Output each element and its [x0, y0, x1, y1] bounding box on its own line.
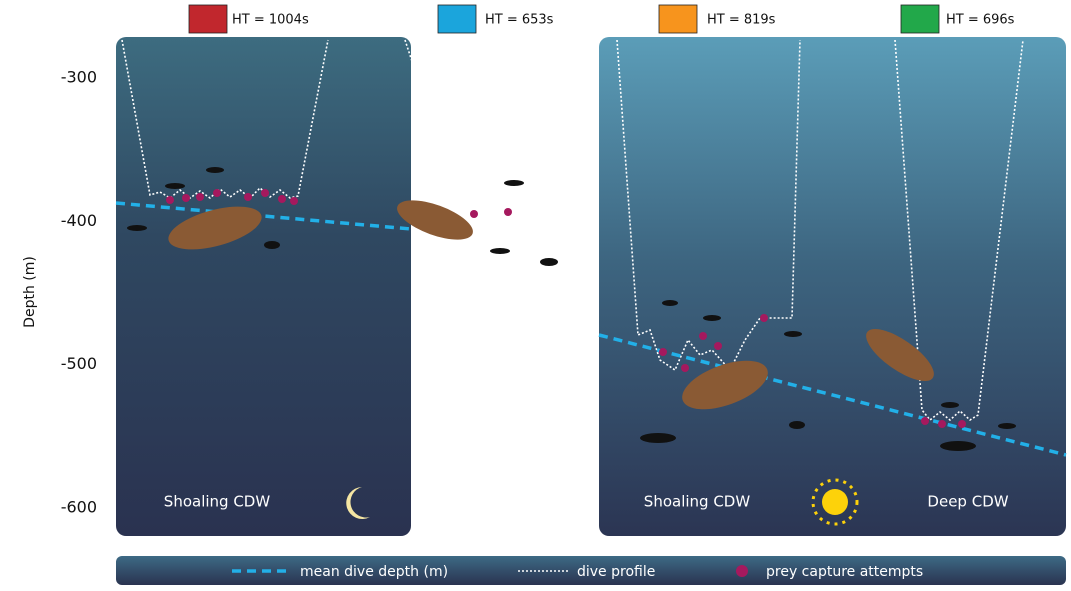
legend-swatch	[658, 4, 698, 34]
legend-label: mean dive depth (m)	[300, 564, 448, 580]
night-panel	[116, 37, 411, 536]
panel-label: Shoaling CDW	[164, 493, 271, 511]
panel-label: Deep CDW	[927, 493, 1008, 511]
legend-swatch	[188, 4, 228, 34]
legend-label: prey capture attempts	[766, 564, 923, 580]
legend-prey-dot	[736, 565, 748, 577]
moon-icon	[346, 487, 370, 519]
legend-label: HT = 653s	[485, 13, 554, 28]
y-tick-label: -400	[61, 211, 97, 230]
sun-icon	[811, 478, 859, 526]
panel-label: Deep CDW	[459, 491, 540, 509]
panel-label: Shoaling CDW	[644, 493, 751, 511]
y-tick-label: -500	[61, 354, 97, 373]
prey	[127, 167, 1016, 451]
legend-label: HT = 696s	[946, 13, 1015, 28]
legend-bar	[116, 556, 1066, 585]
day-panel	[599, 37, 1066, 536]
legend-swatch	[437, 4, 477, 34]
y-axis-label: Depth (m)	[22, 256, 38, 328]
seals	[168, 200, 934, 410]
legend-swatch	[900, 4, 940, 34]
y-tick-label: -600	[61, 498, 97, 517]
legend-label: HT = 819s	[707, 13, 776, 28]
legend-label: HT = 1004s	[232, 13, 309, 28]
y-tick-label: -300	[61, 68, 97, 87]
legend-label: dive profile	[577, 564, 655, 580]
mean-depth-lines	[115, 201, 1067, 457]
